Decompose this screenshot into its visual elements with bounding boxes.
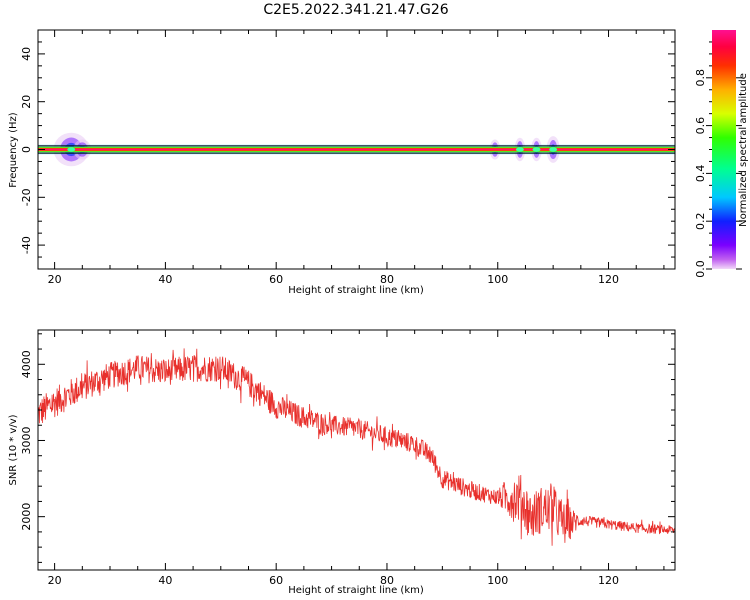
colorbar-gradient [712, 30, 736, 269]
frequency-band [38, 144, 675, 155]
colorbar-ticks: 0.0 0.2 0.4 0.6 0.8 [694, 41, 742, 278]
y-tick-label: -20 [20, 188, 33, 206]
spectrogram-x-axis-label: Height of straight line (km) [288, 285, 424, 296]
x-tick-label: 60 [269, 273, 283, 286]
snr-ticks: 20 40 60 80 100 120 2000 3000 4000 [20, 330, 675, 587]
colorbar-tick-label: 0.8 [694, 69, 707, 87]
y-tick-label: 0 [20, 146, 33, 153]
band-magenta [38, 148, 675, 151]
colorbar-tick-label: 0.6 [694, 117, 707, 135]
y-tick-label: 40 [20, 47, 33, 61]
band-peak [549, 147, 558, 152]
snr-frame [37, 329, 676, 571]
figure-title: C2E5.2022.341.21.47.G26 [263, 2, 448, 18]
x-tick-label: 120 [598, 273, 619, 286]
x-tick-label: 120 [598, 574, 619, 587]
snr-x-axis-label: Height of straight line (km) [288, 585, 424, 596]
x-tick-label: 100 [487, 574, 508, 587]
colorbar-tick-label: 0.2 [694, 212, 707, 230]
y-tick-label: 4000 [20, 350, 33, 378]
y-tick-label: -40 [20, 236, 33, 254]
colorbar-tick-label: 0.0 [694, 260, 707, 278]
colorbar-label: Normalized spectral amplitude [738, 73, 749, 227]
x-tick-label: 80 [380, 574, 394, 587]
spectrogram-ticks: 20 40 60 80 100 120 -40 -20 0 20 40 [20, 29, 675, 286]
x-tick-label: 20 [48, 273, 62, 286]
snr-panel: 20 40 60 80 100 120 2000 3000 4000 Height of str… [8, 329, 676, 596]
colorbar-tick-label: 0.4 [694, 165, 707, 183]
x-tick-label: 60 [269, 574, 283, 587]
y-tick-label: 3000 [20, 426, 33, 454]
snr-series-line [38, 348, 675, 546]
y-tick-label: 2000 [20, 503, 33, 531]
x-tick-label: 40 [158, 574, 172, 587]
spectrogram-y-axis-label: Frequency (Hz) [8, 112, 19, 188]
x-tick-label: 40 [158, 273, 172, 286]
x-tick-label: 100 [487, 273, 508, 286]
band-peak [532, 147, 541, 152]
y-tick-label: 20 [20, 95, 33, 109]
x-tick-label: 80 [380, 273, 394, 286]
colorbar: 0.0 0.2 0.4 0.6 0.8 Normalized spectral ampl… [694, 30, 749, 278]
spectrogram-panel: 20 40 60 80 100 120 -40 -20 0 20 40 Height of stra… [8, 29, 676, 296]
x-tick-label: 20 [48, 574, 62, 587]
band-peak [67, 147, 76, 152]
snr-y-axis-label: SNR (10 * v/v) [8, 414, 19, 485]
band-peak [515, 147, 524, 152]
spectrogram-image [38, 132, 675, 167]
